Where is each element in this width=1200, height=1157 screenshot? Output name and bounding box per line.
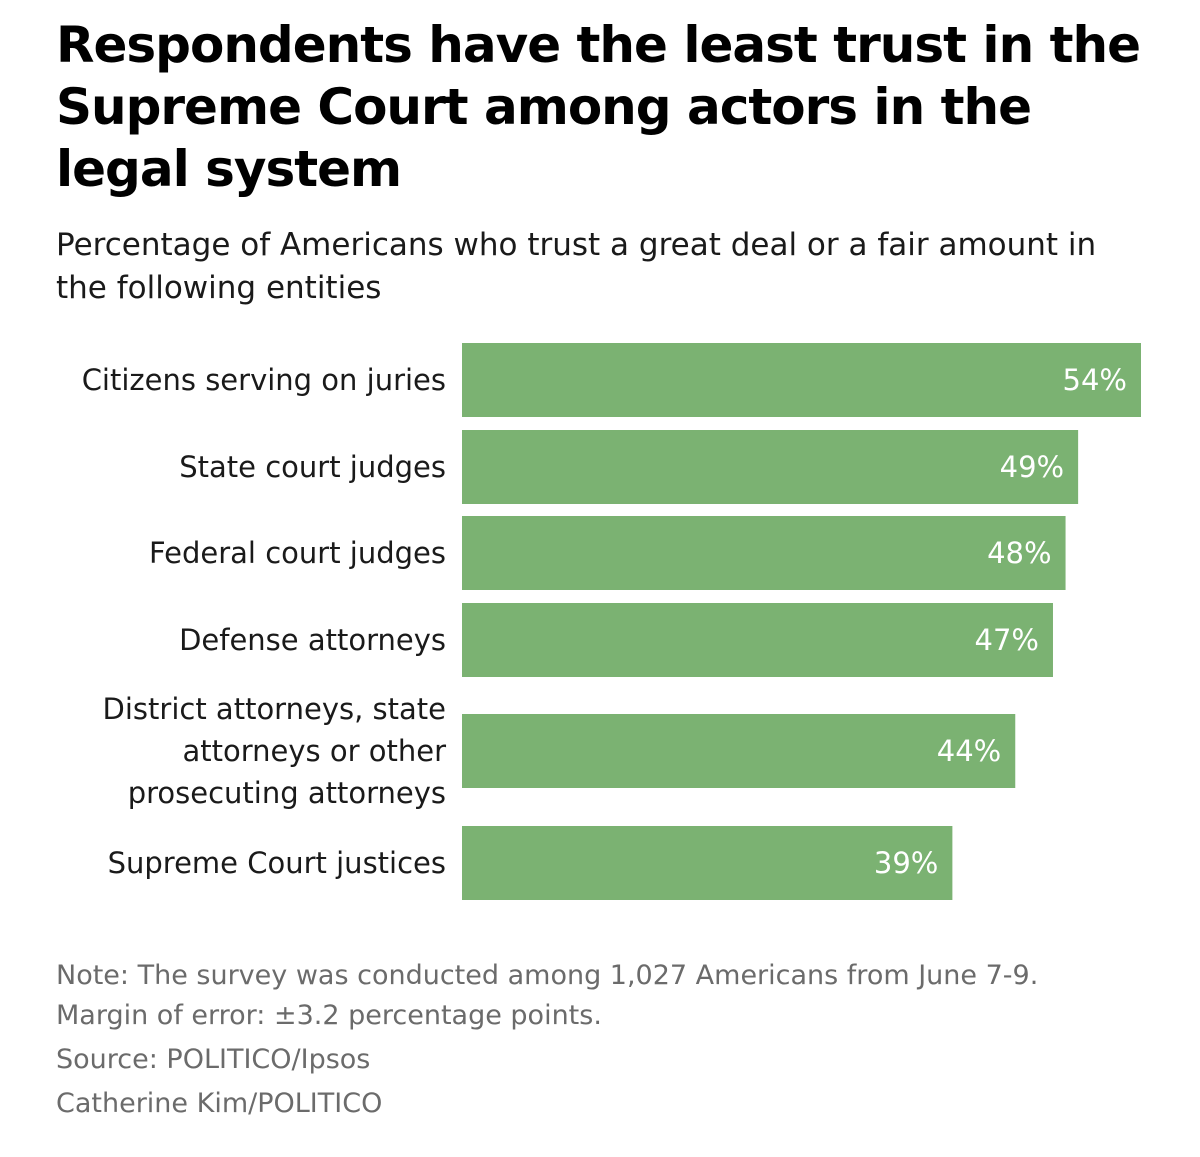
footnote-line-2: Margin of error: ±3.2 percentage points. bbox=[56, 1000, 602, 1031]
category-label-3-line-0: Defense attorneys bbox=[179, 623, 446, 657]
bar-value-label-5: 39% bbox=[874, 846, 938, 880]
bar-value-label-3: 47% bbox=[975, 623, 1039, 657]
bar-value-label-1: 49% bbox=[1000, 450, 1064, 484]
bar-value-label-0: 54% bbox=[1063, 363, 1127, 397]
category-label-0-line-0: Citizens serving on juries bbox=[82, 363, 446, 397]
category-label-5-line-0: Supreme Court justices bbox=[108, 846, 446, 880]
chart-subtitle: Percentage of Americans who trust a grea… bbox=[56, 227, 1097, 306]
bar-5 bbox=[462, 826, 953, 900]
category-label-1-line-0: State court judges bbox=[179, 450, 446, 484]
chart-footer: Note: The survey was conducted among 1,0… bbox=[56, 956, 1176, 1126]
category-label-2-line-0: Federal court judges bbox=[149, 536, 446, 570]
category-label-4-line-2: prosecuting attorneys bbox=[128, 776, 446, 810]
bar-3 bbox=[462, 603, 1053, 677]
category-label-4-line-0: District attorneys, state bbox=[103, 692, 446, 726]
bar-value-label-2: 48% bbox=[987, 536, 1051, 570]
category-label-4-line-1: attorneys or other bbox=[182, 734, 446, 768]
footnote-line-1: Note: The survey was conducted among 1,0… bbox=[56, 960, 1039, 991]
bar-2 bbox=[462, 516, 1066, 590]
bar-value-label-4: 44% bbox=[937, 734, 1001, 768]
author-credit: Catherine Kim/POLITICO bbox=[56, 1088, 383, 1119]
bar-1 bbox=[462, 430, 1079, 504]
bar-0 bbox=[462, 343, 1141, 417]
source-credit: Source: POLITICO/Ipsos bbox=[56, 1044, 371, 1075]
bar-4 bbox=[462, 714, 1016, 788]
chart-title: Respondents have the least trust in the … bbox=[56, 16, 1141, 198]
